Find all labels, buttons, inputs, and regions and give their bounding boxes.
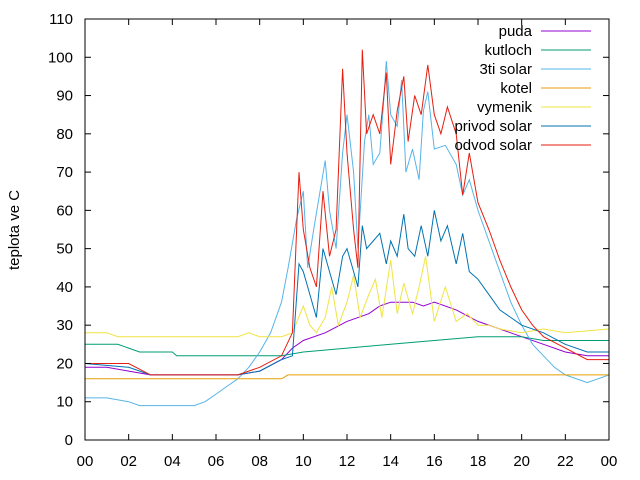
y-tick-label: 10 — [56, 394, 73, 411]
legend: puda kutloch 3ti solar kotel vymenik privod s… — [454, 23, 591, 154]
series-line-kutloch — [85, 336, 609, 357]
axes-layer: 0 10 20 30 40 50 60 70 80 90 100 110 00 02 04 06 08 10 12 1… — [48, 11, 617, 470]
x-tick-label: 00 — [601, 453, 618, 470]
x-tick-label: 06 — [208, 453, 225, 470]
x-tick-label: 04 — [164, 453, 181, 470]
legend-label: puda — [499, 23, 533, 40]
x-tick-label: 00 — [77, 453, 94, 470]
series-line-3ti-solar — [85, 61, 610, 407]
legend-label: 3ti solar — [479, 61, 532, 78]
y-tick-label: 40 — [56, 279, 73, 296]
x-tick-label: 02 — [120, 453, 137, 470]
y-tick-label: 110 — [49, 11, 73, 28]
y-tick-label: 70 — [56, 164, 73, 181]
x-tick-label: 16 — [426, 453, 443, 470]
x-tick-label: 08 — [251, 453, 268, 470]
y-axis-label: teplota ve C — [6, 190, 23, 270]
x-tick-label: 12 — [339, 453, 356, 470]
y-tick-label: 20 — [56, 355, 73, 372]
legend-label: privod solar — [454, 118, 532, 135]
legend-label: odvod solar — [454, 137, 532, 154]
x-tick-label: 18 — [470, 453, 487, 470]
series-layer — [84, 49, 610, 407]
series-line-privod-solar — [84, 210, 609, 376]
x-tick-label: 20 — [513, 453, 530, 470]
y-tick-label: 90 — [56, 88, 73, 105]
x-tick-label: 14 — [382, 453, 399, 470]
series-line-odvod-solar — [85, 49, 609, 376]
series-line-kotel — [85, 374, 609, 380]
y-tick-label: 80 — [56, 126, 73, 143]
y-tick-label: 50 — [56, 241, 73, 258]
y-tick-label: 30 — [56, 317, 73, 334]
legend-label: vymenik — [477, 99, 533, 116]
x-tick-label: 22 — [557, 453, 574, 470]
series-line-vymenik — [85, 256, 610, 338]
legend-label: kotel — [500, 80, 532, 97]
y-tick-label: 60 — [56, 202, 73, 219]
y-tick-label: 0 — [65, 432, 73, 449]
y-tick-label: 100 — [48, 49, 73, 66]
legend-label: kutloch — [484, 42, 532, 59]
x-tick-label: 10 — [295, 453, 312, 470]
